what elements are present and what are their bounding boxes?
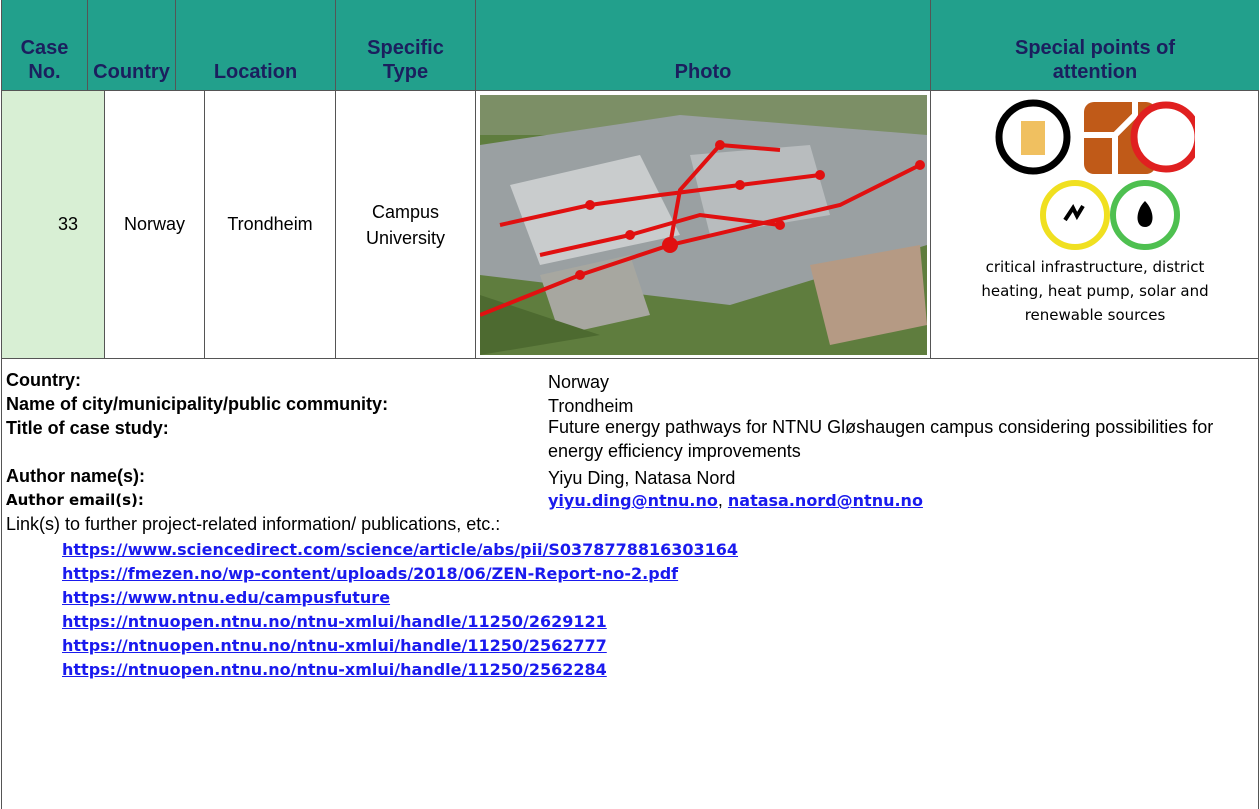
type: Campus University	[365, 201, 445, 248]
icons	[995, 99, 1195, 250]
special-caption: critical infrastructure, district heatin…	[981, 258, 1209, 324]
header-text: Special points of attention	[1014, 37, 1176, 83]
value: Yiyu Ding, Natasa Nord	[548, 468, 736, 488]
value: Norway	[548, 372, 610, 392]
link-row: https://ntnuopen.ntnu.no/ntnu-xmlui/hand…	[62, 660, 738, 684]
label: Author email(s):	[6, 491, 144, 509]
emails: yiyu.ding@ntnu.no, natasa.nord@ntnu.no	[548, 488, 1248, 513]
header-cell: Specific Type	[336, 0, 476, 90]
link[interactable]: https://www.ntnu.edu/campusfuture	[62, 588, 391, 607]
link-row: https://www.ntnu.edu/campusfuture	[62, 588, 738, 612]
header-text: Photo	[674, 61, 732, 83]
label: Name of city/municipality/public communi…	[6, 394, 389, 414]
link-row: https://ntnuopen.ntnu.no/ntnu-xmlui/hand…	[62, 636, 738, 660]
body-cell: Campus University	[336, 90, 476, 358]
value: Trondheim	[548, 396, 634, 416]
label: Link(s) to further project-related infor…	[6, 514, 501, 534]
header-cell: Case No.	[2, 0, 88, 90]
header-text: Location	[213, 61, 298, 83]
body-cell: 33	[2, 90, 105, 358]
country: Norway	[123, 214, 185, 234]
link[interactable]: https://fmezen.no/wp-content/uploads/201…	[62, 564, 679, 583]
location: Trondheim	[227, 214, 313, 234]
header-text: Country	[93, 61, 170, 83]
label: Title of case study:	[6, 418, 169, 438]
header-text: Specific Type	[367, 37, 444, 83]
value: Future energy pathways for NTNU Gløshaug…	[548, 417, 1214, 461]
header-cell: Special points of attention	[931, 0, 1259, 90]
email-link[interactable]: yiyu.ding@ntnu.no	[548, 491, 718, 510]
link[interactable]: https://ntnuopen.ntnu.no/ntnu-xmlui/hand…	[62, 636, 607, 655]
separator: ,	[717, 490, 728, 510]
header-text: Case No.	[20, 37, 69, 83]
link[interactable]: https://ntnuopen.ntnu.no/ntnu-xmlui/hand…	[62, 660, 607, 679]
links: https://www.sciencedirect.com/science/ar…	[62, 540, 738, 684]
link[interactable]: https://ntnuopen.ntnu.no/ntnu-xmlui/hand…	[62, 612, 607, 631]
label: Author name(s):	[6, 466, 145, 486]
body-cell: Norway	[105, 90, 205, 358]
link-row: https://ntnuopen.ntnu.no/ntnu-xmlui/hand…	[62, 612, 738, 636]
case-number: 33	[57, 214, 79, 234]
link[interactable]: https://www.sciencedirect.com/science/ar…	[62, 540, 739, 559]
email-link[interactable]: natasa.nord@ntnu.no	[727, 491, 923, 510]
header-cell: Location	[176, 0, 336, 90]
link-row: https://fmezen.no/wp-content/uploads/201…	[62, 564, 738, 588]
body-cell: Trondheim	[205, 90, 336, 358]
link-row: https://www.sciencedirect.com/science/ar…	[62, 540, 738, 564]
divider	[2, 358, 1259, 359]
header-cell: Photo	[476, 0, 931, 90]
label: Country:	[6, 370, 81, 390]
header-cell: Country	[88, 0, 176, 90]
special-cell: critical infrastructure, district heatin…	[931, 90, 1259, 358]
photo-cell	[476, 90, 931, 358]
photo	[479, 94, 927, 355]
